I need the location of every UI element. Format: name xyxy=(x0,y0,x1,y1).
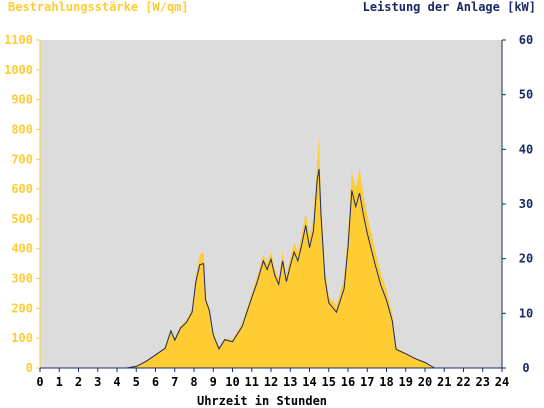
x-axis-tick-label: 10 xyxy=(225,375,239,389)
x-axis-tick-label: 8 xyxy=(190,375,197,389)
x-axis-tick-label: 9 xyxy=(210,375,217,389)
power-line-layer xyxy=(40,168,502,369)
left-axis-tick-label: 700 xyxy=(11,152,33,166)
right-axis-tick-label: 20 xyxy=(519,252,533,266)
left-axis-tick-label: 400 xyxy=(11,242,33,256)
left-axis-tick-label: 300 xyxy=(11,272,33,286)
x-axis-tick-label: 22 xyxy=(456,375,470,389)
x-axis-tick-label: 4 xyxy=(113,375,120,389)
right-axis-tick-label: 0 xyxy=(522,361,529,375)
x-axis-tick-label: 6 xyxy=(152,375,159,389)
x-axis-tick-label: 23 xyxy=(476,375,490,389)
right-axis-tick-label: 40 xyxy=(519,142,533,156)
left-axis-tick-label: 900 xyxy=(11,93,33,107)
left-axis-tick-label: 600 xyxy=(11,182,33,196)
left-axis-tick-label: 1000 xyxy=(4,63,33,77)
x-axis-ticks: 0 1 2 3 4 5 6 7 8 9 10 11 12 13 14 15 16 17 18 19 20 21 22 23 24 xyxy=(36,368,509,389)
x-axis-tick-label: 21 xyxy=(437,375,451,389)
x-axis-tick-label: 7 xyxy=(171,375,178,389)
x-axis-tick-label: 15 xyxy=(322,375,336,389)
left-axis-tick-label: 800 xyxy=(11,122,33,136)
power-line xyxy=(40,168,502,369)
x-axis-tick-label: 0 xyxy=(36,375,43,389)
left-axis-tick-label: 0 xyxy=(26,361,33,375)
x-axis-tick-label: 5 xyxy=(133,375,140,389)
x-axis-tick-label: 1 xyxy=(56,375,63,389)
x-axis-tick-label: 17 xyxy=(360,375,374,389)
right-axis-tick-label: 30 xyxy=(519,197,533,211)
x-axis-tick-label: 18 xyxy=(379,375,393,389)
irradiance-area-layer xyxy=(126,135,435,368)
x-axis-tick-label: 14 xyxy=(302,375,316,389)
x-axis-tick-label: 16 xyxy=(341,375,355,389)
x-axis-tick-label: 2 xyxy=(75,375,82,389)
x-axis-tick-label: 24 xyxy=(495,375,509,389)
right-axis-ticks: 0 10 20 30 40 50 60 xyxy=(502,33,533,375)
x-axis-tick-label: 3 xyxy=(94,375,101,389)
irradiance-area xyxy=(126,135,435,368)
left-axis-tick-label: 100 xyxy=(11,331,33,345)
left-axis-ticks: 0 100 200 300 400 500 600 700 800 900 1000 1100 xyxy=(4,33,40,375)
left-axis-tick-label: 200 xyxy=(11,301,33,315)
x-axis-tick-label: 12 xyxy=(264,375,278,389)
left-axis-tick-label: 500 xyxy=(11,212,33,226)
right-axis-tick-label: 10 xyxy=(519,306,533,320)
x-axis-tick-label: 11 xyxy=(245,375,259,389)
right-axis-title: Leistung der Anlage [kW] xyxy=(363,0,536,14)
x-axis-tick-label: 19 xyxy=(399,375,413,389)
left-axis-tick-label: 1100 xyxy=(4,33,33,47)
x-axis-tick-label: 13 xyxy=(283,375,297,389)
x-axis-label: Uhrzeit in Stunden xyxy=(197,394,327,408)
right-axis-tick-label: 50 xyxy=(519,88,533,102)
left-axis-title: Bestrahlungsstärke [W/qm] xyxy=(8,0,189,14)
x-axis-tick-label: 20 xyxy=(418,375,432,389)
right-axis-tick-label: 60 xyxy=(519,33,533,47)
